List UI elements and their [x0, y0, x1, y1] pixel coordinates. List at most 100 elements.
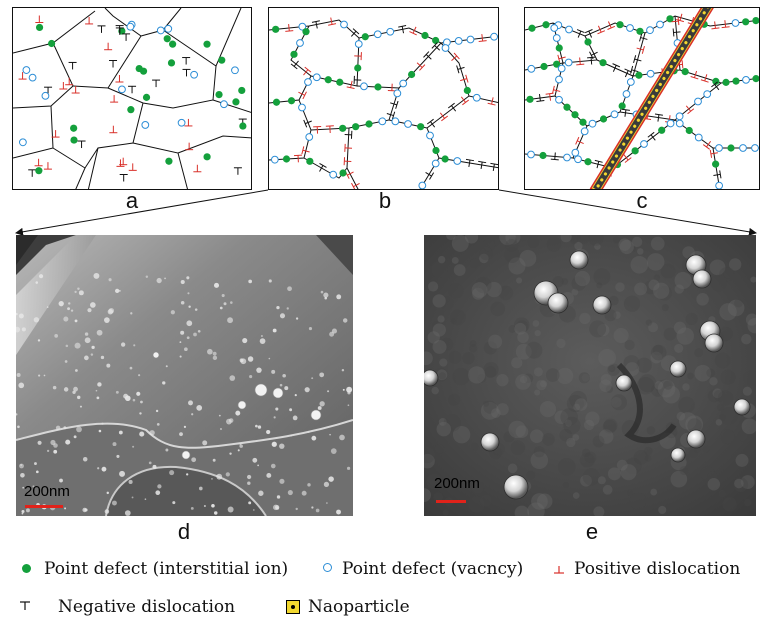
interstitial-defect: [599, 115, 608, 123]
vacancy-defect: [490, 32, 498, 41]
vacancy-defect: [742, 75, 750, 84]
interstitial-defect: [542, 21, 550, 29]
vacancy-defect: [555, 95, 563, 104]
sem-d-image: [16, 235, 353, 516]
interstitial-defect: [48, 39, 56, 48]
panel-e-label: e: [585, 519, 599, 544]
panel-d-label: d: [177, 519, 191, 544]
interstitial-defect: [752, 75, 759, 83]
vacancy-defect: [404, 120, 412, 128]
interstitial-defect: [239, 122, 247, 130]
positive-dislocation-icon: [548, 558, 570, 580]
interstitial-defect: [584, 158, 592, 166]
vacancy-defect: [626, 24, 634, 32]
positive-dislocation: [409, 26, 417, 36]
negative-dislocation: [713, 170, 722, 179]
vacancy-defect: [588, 119, 597, 128]
interstitial-defect: [584, 38, 592, 46]
panel-b-label: b: [378, 188, 392, 213]
interstitial-defect: [599, 59, 607, 67]
positive-dislocation: [193, 164, 202, 173]
negative-dislocation: [536, 93, 545, 102]
vacancy-defect: [552, 34, 561, 42]
negative-dislocation: [319, 162, 327, 172]
vacancy-defect: [22, 66, 31, 74]
interstitial-defect: [555, 44, 563, 52]
positive-dislocation: [636, 45, 645, 54]
vacancy-defect: [715, 144, 723, 152]
vacancy-defect: [563, 153, 571, 162]
positive-dislocation: [439, 112, 449, 122]
interstitial-defect: [324, 76, 332, 84]
interstitial-defect: [417, 123, 425, 131]
interstitial-defect: [732, 77, 740, 85]
positive-dislocation: [85, 16, 94, 25]
sem-d-particles: [16, 272, 353, 516]
negative-dislocation: [647, 131, 656, 141]
negative-dislocation: [425, 171, 435, 180]
positive-dislocation: [303, 66, 312, 76]
positive-dislocation: [557, 54, 566, 63]
nanoparticle-dots: [596, 8, 710, 188]
positive-dislocation: [354, 52, 362, 61]
negative-dislocation: [233, 167, 242, 175]
positive-dislocation: [607, 21, 616, 30]
negative-dislocation: [182, 68, 191, 77]
positive-dislocation: [298, 91, 307, 100]
interstitial-defect: [712, 160, 720, 168]
interstitial-defect: [463, 86, 471, 95]
interstitial-defect: [361, 33, 369, 41]
positive-dislocation: [313, 125, 322, 134]
positive-dislocation: [71, 86, 80, 94]
negative-dislocation: [119, 173, 128, 182]
legend-nanoparticle-label: Naoparticle: [308, 597, 410, 617]
panel-b-grain-boundary-diagram: [268, 7, 499, 190]
vacancy-defect: [454, 37, 463, 45]
interstitial-defect: [722, 78, 730, 86]
positive-dislocation: [293, 154, 303, 163]
vacancy-defect: [640, 140, 648, 148]
vacancy-defect: [156, 26, 165, 35]
negative-dislocation-icon: [14, 596, 36, 618]
negative-dislocation: [589, 51, 598, 60]
positive-dislocation: [690, 70, 699, 80]
vacancy-defect: [126, 22, 135, 31]
vacancy-defect: [360, 82, 368, 91]
positive-dislocation: [184, 118, 193, 127]
vacancy-defect: [304, 78, 312, 86]
interstitial-defect: [618, 102, 626, 110]
negative-dislocation: [490, 162, 498, 172]
vacancy-defect: [555, 75, 563, 84]
interstitial-defect: [658, 126, 666, 134]
vacancy-defect: [472, 93, 481, 102]
blue-circle-icon: [318, 558, 340, 580]
legend-positive-label: Positive dislocation: [574, 559, 741, 579]
vacancy-defect: [564, 58, 573, 67]
sem-e-image: [424, 235, 756, 516]
vacancy-defect: [565, 25, 573, 34]
negative-dislocation: [350, 28, 360, 37]
vacancy-defect: [312, 73, 321, 82]
negative-dislocation: [122, 33, 131, 41]
positive-dislocation: [487, 97, 496, 106]
vacancy-defect: [391, 117, 400, 126]
positive-dislocation: [59, 82, 68, 90]
interstitial-defect: [232, 98, 240, 106]
negative-dislocation: [426, 118, 436, 128]
positive-dislocation: [285, 23, 294, 32]
negative-dislocation: [398, 25, 407, 34]
panel-b-defects: [270, 17, 498, 189]
negative-dislocation: [423, 51, 432, 60]
interstitial-defect: [727, 144, 735, 152]
interstitial-defect: [339, 169, 347, 177]
interstitial-defect: [631, 147, 639, 155]
panel-a-drawing: [13, 8, 251, 189]
negative-dislocation: [77, 140, 86, 149]
positive-dislocation: [328, 17, 337, 26]
vacancy-defect: [28, 73, 37, 82]
vacancy-defect: [399, 79, 408, 88]
vacancy-defect: [418, 181, 427, 189]
scale-bar-e: [436, 500, 466, 503]
positive-dislocation: [185, 142, 194, 151]
sem-micrograph-d: 200nm: [16, 235, 353, 516]
